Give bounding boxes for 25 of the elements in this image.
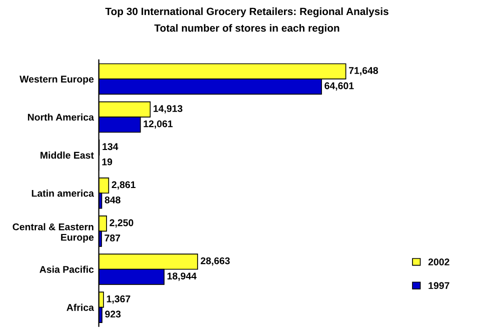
- y-tick-label: Western Europe: [20, 76, 94, 85]
- data-label: 28,663: [200, 257, 230, 266]
- y-tick-label: Asia Pacific: [40, 266, 94, 273]
- y-tick-label: Central & Eastern Europe: [12, 223, 94, 243]
- data-label: 2,861: [112, 181, 136, 190]
- data-label: 71,648: [348, 67, 378, 76]
- data-label: 18,944: [168, 272, 197, 281]
- data-label: 2,250: [110, 219, 134, 228]
- legend-label: 1997: [428, 282, 450, 290]
- chart-subtitle: Total number of stores in each region: [154, 24, 340, 34]
- y-tick-label: Middle East: [40, 152, 94, 159]
- data-label: 12,061: [144, 120, 173, 129]
- data-label: 64,601: [324, 82, 354, 91]
- data-label: 19: [102, 158, 112, 166]
- chart-title: Top 30 International Grocery Retailers: Regional Analysis: [105, 7, 388, 18]
- data-label: 134: [102, 143, 118, 150]
- data-label: 923: [105, 310, 121, 318]
- data-label: 848: [104, 196, 120, 204]
- legend-label: 2002: [428, 258, 450, 266]
- y-tick-label: Latin america: [32, 190, 94, 197]
- y-tick-label: Africa: [66, 304, 94, 311]
- data-label: 1,367: [106, 295, 130, 304]
- y-tick-label: North America: [28, 114, 94, 121]
- data-label: 14,913: [154, 105, 182, 114]
- data-label: 787: [104, 234, 120, 242]
